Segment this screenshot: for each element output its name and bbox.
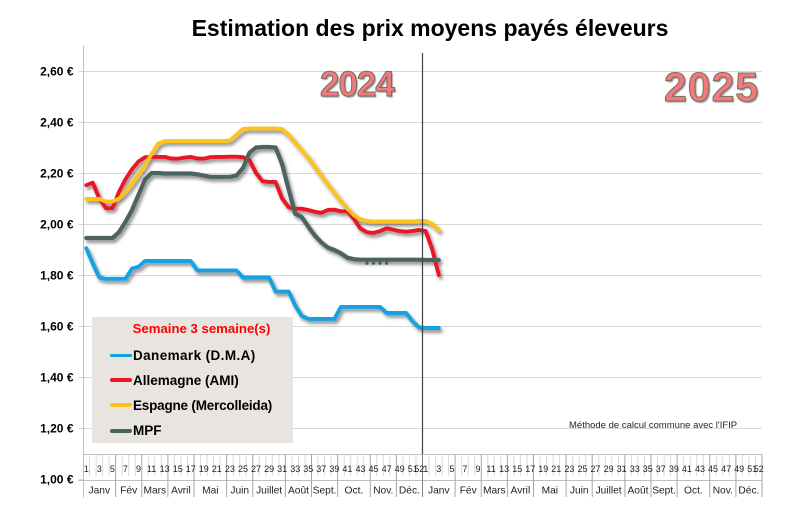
svg-text:9: 9 [475,464,480,474]
svg-text:1: 1 [84,464,89,474]
svg-text:Oct.: Oct. [345,486,364,497]
svg-text:25: 25 [238,464,248,474]
svg-text:23: 23 [564,464,574,474]
svg-text:43: 43 [695,464,705,474]
svg-text:27: 27 [590,464,600,474]
svg-text:Fév: Fév [460,486,478,497]
svg-text:19: 19 [538,464,548,474]
svg-text:Nov.: Nov. [713,486,733,497]
svg-text:2,60 €: 2,60 € [40,65,74,79]
svg-text:1,00 €: 1,00 € [40,473,74,487]
svg-text:Juillet: Juillet [596,486,622,497]
svg-text:21: 21 [551,464,561,474]
svg-text:15: 15 [173,464,183,474]
svg-text:47: 47 [382,464,392,474]
svg-text:37: 37 [656,464,666,474]
svg-text:27: 27 [251,464,261,474]
svg-text:41: 41 [682,464,692,474]
svg-text:Avril: Avril [171,486,191,497]
svg-text:Mai: Mai [202,486,218,497]
svg-text:7: 7 [123,464,128,474]
svg-text:15: 15 [512,464,522,474]
svg-text:29: 29 [264,464,274,474]
svg-text:33: 33 [630,464,640,474]
svg-text:1,60 €: 1,60 € [40,320,74,334]
svg-text:52: 52 [754,464,764,474]
svg-text:Juin: Juin [230,486,249,497]
svg-text:43: 43 [355,464,365,474]
svg-text:Mai: Mai [542,486,558,497]
svg-text:1,40 €: 1,40 € [40,371,74,385]
svg-text:Sept.: Sept. [313,486,337,497]
svg-text:Janv: Janv [428,486,450,497]
svg-text:47: 47 [721,464,731,474]
svg-text:17: 17 [525,464,535,474]
svg-text:45: 45 [368,464,378,474]
svg-text:3: 3 [436,464,441,474]
svg-text:52: 52 [414,464,424,474]
svg-text:33: 33 [290,464,300,474]
svg-text:35: 35 [643,464,653,474]
svg-text:1: 1 [423,464,428,474]
svg-text:31: 31 [277,464,287,474]
svg-text:25: 25 [577,464,587,474]
svg-text:Nov.: Nov. [373,486,393,497]
svg-text:Avril: Avril [511,486,531,497]
svg-text:39: 39 [329,464,339,474]
svg-text:5: 5 [449,464,454,474]
svg-text:5: 5 [110,464,115,474]
svg-text:51: 51 [408,464,418,474]
svg-text:35: 35 [303,464,313,474]
svg-text:13: 13 [160,464,170,474]
svg-text:11: 11 [147,464,156,474]
svg-text:Janv: Janv [89,486,111,497]
svg-text:11: 11 [486,464,495,474]
svg-text:37: 37 [316,464,326,474]
svg-text:49: 49 [734,464,744,474]
svg-text:Déc.: Déc. [738,486,759,497]
svg-text:19: 19 [199,464,209,474]
svg-text:9: 9 [136,464,141,474]
svg-text:2,00 €: 2,00 € [40,218,74,232]
svg-text:31: 31 [617,464,627,474]
svg-text:Oct.: Oct. [684,486,703,497]
svg-text:1,80 €: 1,80 € [40,269,74,283]
svg-text:51: 51 [747,464,757,474]
svg-text:Déc.: Déc. [399,486,420,497]
svg-text:29: 29 [604,464,614,474]
svg-text:Août: Août [628,486,649,497]
svg-text:13: 13 [499,464,509,474]
svg-text:45: 45 [708,464,718,474]
svg-text:7: 7 [462,464,467,474]
svg-text:Juillet: Juillet [256,486,282,497]
svg-text:3: 3 [97,464,102,474]
svg-text:2,20 €: 2,20 € [40,167,74,181]
svg-text:17: 17 [186,464,196,474]
svg-text:2,40 €: 2,40 € [40,116,74,130]
svg-text:Sept.: Sept. [652,486,676,497]
svg-text:Mars: Mars [143,486,166,497]
svg-text:23: 23 [225,464,235,474]
svg-text:Août: Août [288,486,309,497]
svg-text:Fév: Fév [120,486,138,497]
svg-text:Juin: Juin [570,486,589,497]
svg-text:1,20 €: 1,20 € [40,422,74,436]
svg-text:41: 41 [342,464,352,474]
svg-text:39: 39 [669,464,679,474]
svg-text:49: 49 [395,464,405,474]
svg-text:Mars: Mars [483,486,506,497]
svg-text:21: 21 [212,464,222,474]
